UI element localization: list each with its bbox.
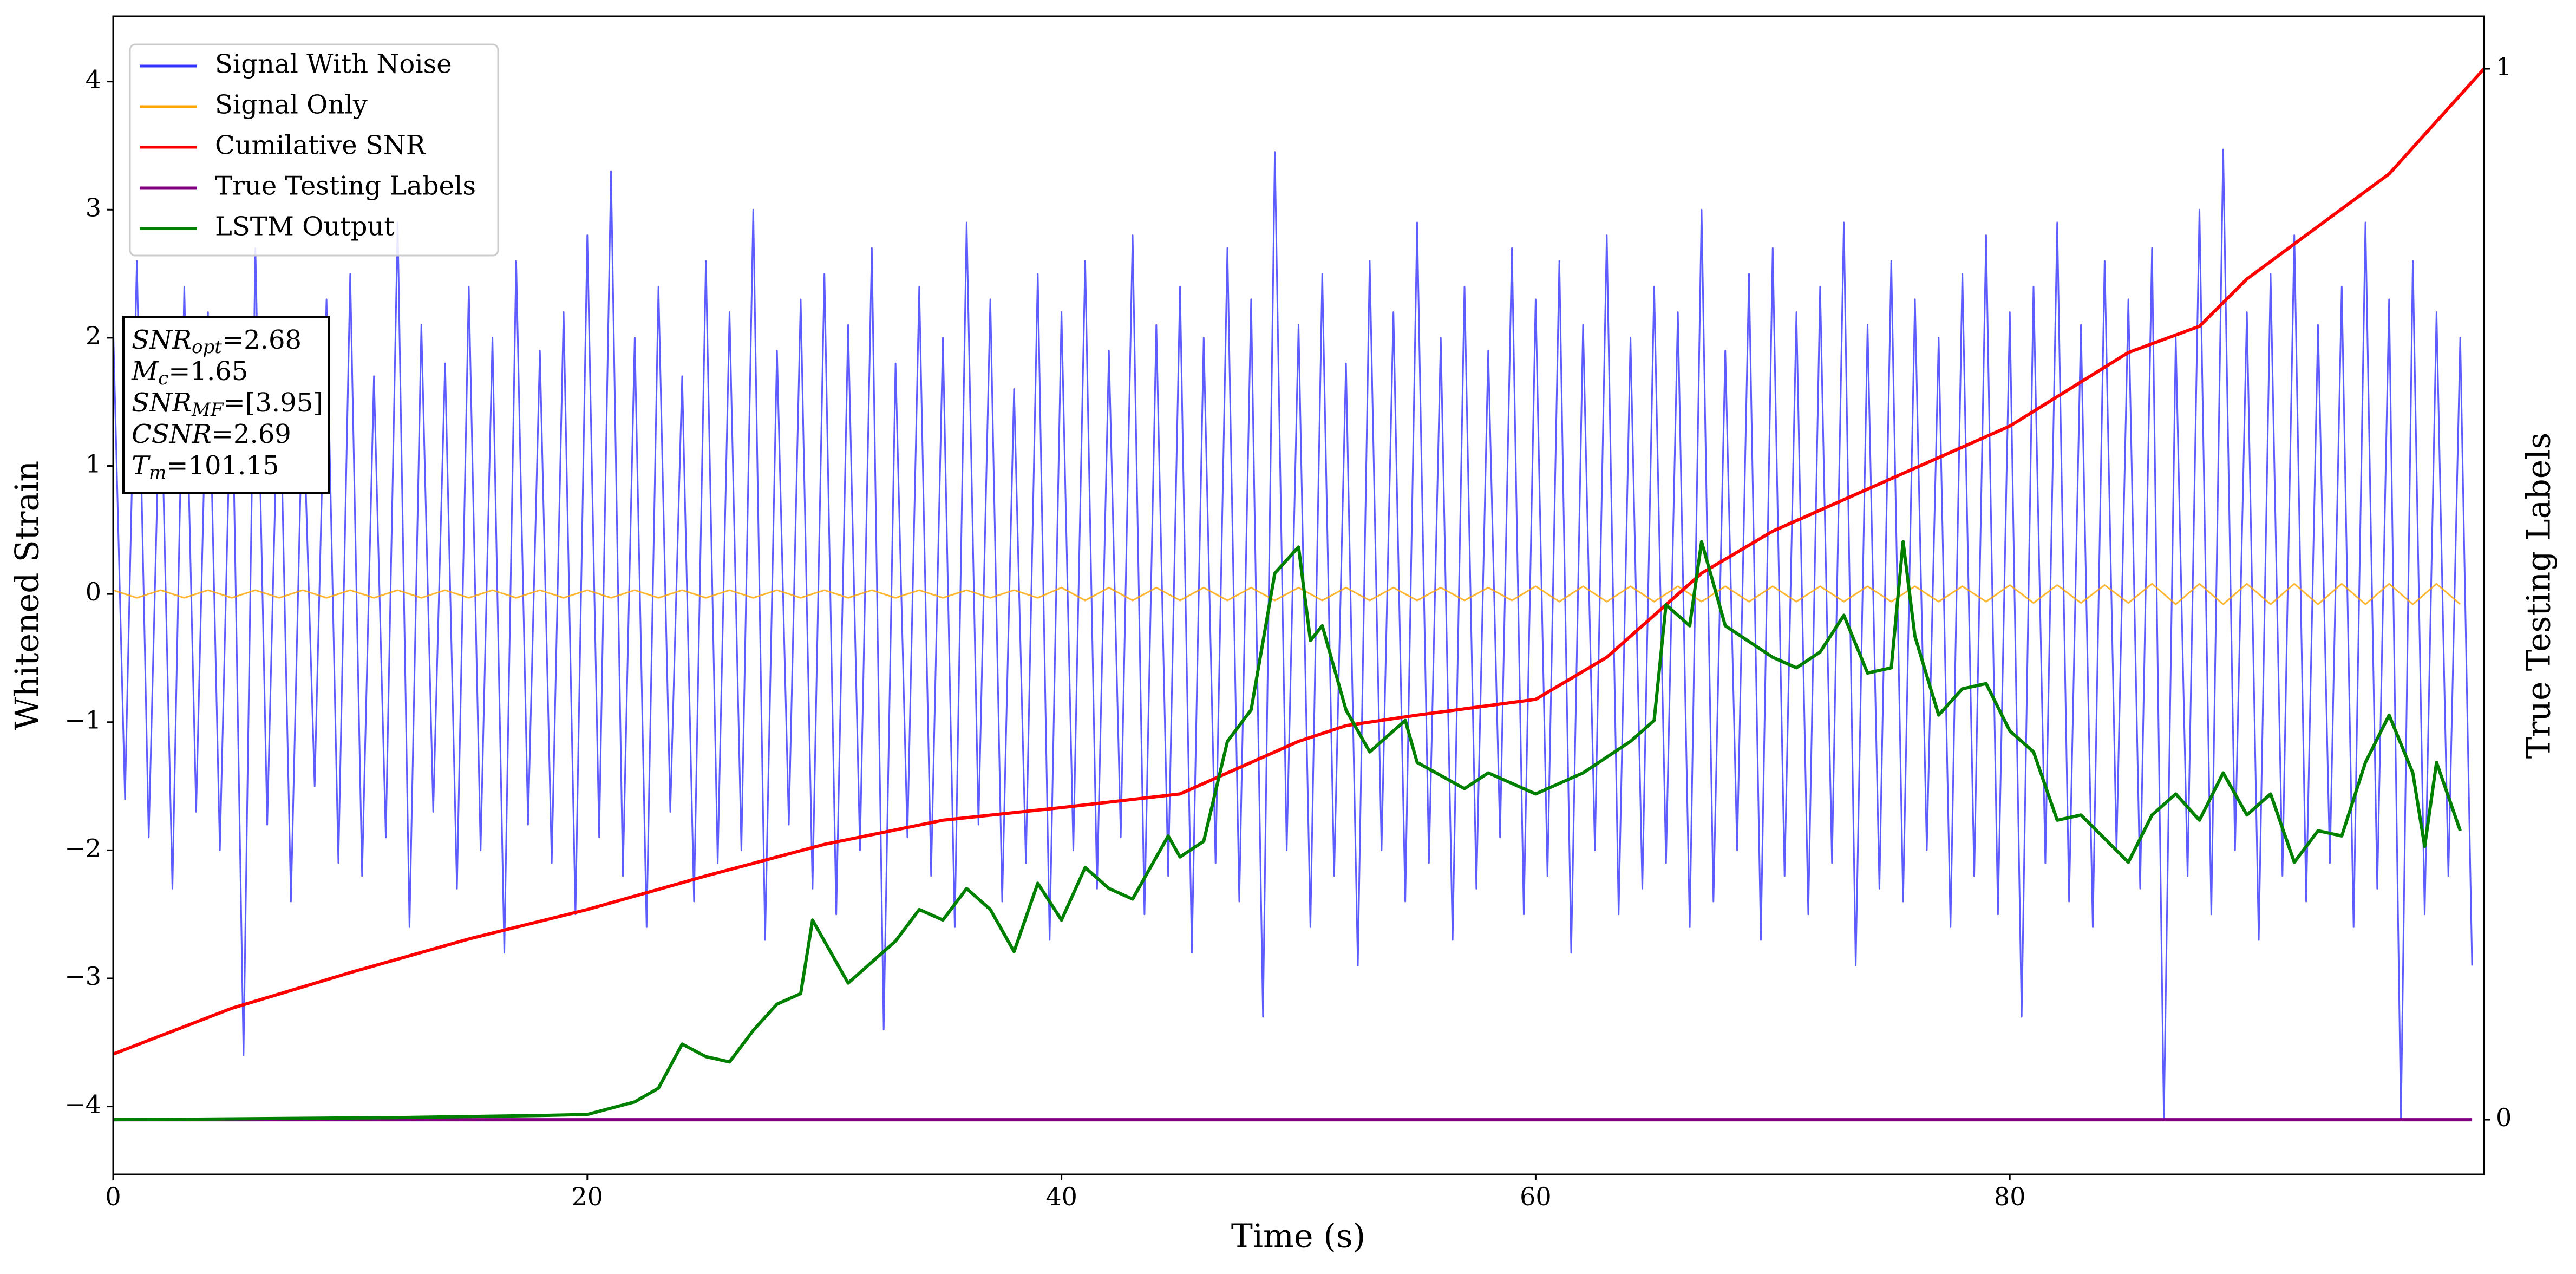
x-tick-label: 60 bbox=[1520, 1182, 1552, 1211]
series-line bbox=[113, 583, 2461, 605]
annotation-subscript: m bbox=[149, 462, 166, 484]
x-axis-label: Time (s) bbox=[1231, 1218, 1365, 1256]
annotation-value: =2.68 bbox=[222, 325, 302, 355]
y2-tick-label: 1 bbox=[2496, 52, 2512, 81]
y-tick-label: −3 bbox=[64, 962, 101, 991]
annotation-box bbox=[122, 316, 330, 494]
y-tick-label: −4 bbox=[64, 1090, 101, 1119]
y-tick-label: −2 bbox=[64, 833, 101, 863]
y2-axis-label: True Testing Labels bbox=[2520, 433, 2558, 759]
legend-label: Cumilative SNR bbox=[215, 130, 427, 161]
series-line bbox=[113, 148, 2473, 1120]
y-tick-label: 1 bbox=[86, 449, 101, 479]
legend-box bbox=[129, 43, 499, 257]
y-tick-label: −1 bbox=[64, 705, 101, 735]
y-axis-label: Whitened Strain bbox=[9, 461, 47, 730]
legend-label: True Testing Labels bbox=[215, 171, 476, 201]
annotation-subscript: c bbox=[158, 368, 168, 389]
annotation-symbol: SNR bbox=[132, 388, 192, 418]
series-line bbox=[113, 540, 2462, 1122]
legend-label: LSTM Output bbox=[215, 212, 395, 242]
annotation-symbol: M bbox=[131, 356, 159, 387]
series-line bbox=[113, 68, 2484, 1056]
annotation: Mc=1.65 bbox=[131, 356, 248, 390]
x-tick-label: 20 bbox=[572, 1182, 604, 1211]
annotation: SNRMF=[3.95] bbox=[132, 388, 323, 421]
annotation-value: =2.69 bbox=[212, 419, 291, 449]
annotation-symbol: SNR bbox=[132, 325, 192, 355]
annotation-symbol: T bbox=[132, 450, 151, 481]
annotation-subscript: MF bbox=[191, 399, 224, 421]
annotation-subscript: opt bbox=[192, 336, 222, 358]
y-tick-label: 2 bbox=[86, 321, 101, 350]
y2-tick-label: 0 bbox=[2496, 1103, 2512, 1132]
annotation-symbol: CSNR bbox=[132, 419, 212, 449]
plot-frame bbox=[112, 15, 2485, 1175]
annotation: CSNR=2.69 bbox=[132, 419, 291, 449]
legend-label: Signal Only bbox=[215, 90, 368, 120]
x-tick-label: 80 bbox=[1994, 1182, 2026, 1211]
x-tick-label: 0 bbox=[105, 1182, 121, 1211]
annotation-value: =[3.95] bbox=[223, 388, 323, 418]
annotation-value: =1.65 bbox=[168, 356, 248, 387]
annotation-value: =101.15 bbox=[166, 450, 279, 481]
y-tick-label: 0 bbox=[86, 577, 101, 606]
annotation: Tm=101.15 bbox=[132, 450, 279, 484]
annotation: SNRopt=2.68 bbox=[132, 325, 302, 358]
legend-label: Signal With Noise bbox=[215, 49, 452, 80]
y-tick-label: 3 bbox=[86, 193, 101, 222]
y-tick-label: 4 bbox=[86, 65, 101, 94]
x-tick-label: 40 bbox=[1045, 1182, 1077, 1211]
